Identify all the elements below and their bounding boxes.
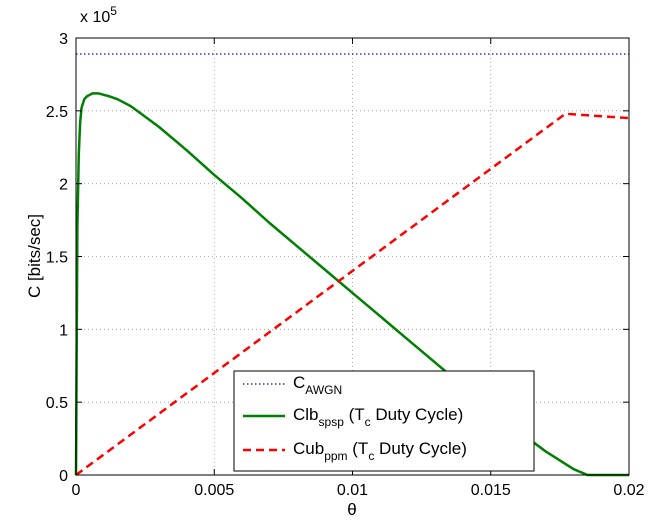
y-tick-label: 1 (59, 322, 68, 339)
series-line-cub-ppm (75, 112, 630, 477)
y-tick-label: 3 (59, 31, 68, 48)
legend-box (233, 370, 535, 472)
x-tick-label: 0.02 (613, 482, 644, 499)
legend-sub-cub: ppm (324, 449, 347, 463)
legend-label-clb: Clbspsp (Tc Duty Cycle) (293, 405, 463, 429)
x-tick-label: 0 (72, 482, 81, 499)
tick-labels: 0 0.005 0.01 0.015 0.02 0 0.5 1 1.5 2 2.5 3 (46, 31, 645, 499)
y-tick-label: 0 (59, 468, 68, 485)
y-multiplier-exponent: 5 (110, 4, 117, 18)
x-axis-label: θ (347, 500, 356, 519)
x-tick-label: 0.005 (194, 482, 234, 499)
y-tick-label: 0.5 (46, 395, 68, 412)
x-tick-label: 0.01 (337, 482, 368, 499)
y-multiplier: x 105 (80, 4, 117, 26)
y-axis-label: C [bits/sec] (25, 214, 44, 298)
legend: CAWGN Clbspsp (Tc Duty Cycle) Cubppm (Tc… (233, 370, 535, 472)
legend-label-cub: Cubppm (Tc Duty Cycle) (293, 439, 467, 463)
legend-sub-clb: spsp (319, 415, 345, 429)
y-tick-label: 2 (59, 177, 68, 194)
legend-label-awgn: CAWGN (293, 373, 342, 397)
x-tick-label: 0.015 (471, 482, 511, 499)
y-tick-label: 2.5 (46, 104, 68, 121)
legend-sub-awgn: AWGN (305, 383, 342, 397)
y-tick-label: 1.5 (46, 250, 68, 267)
